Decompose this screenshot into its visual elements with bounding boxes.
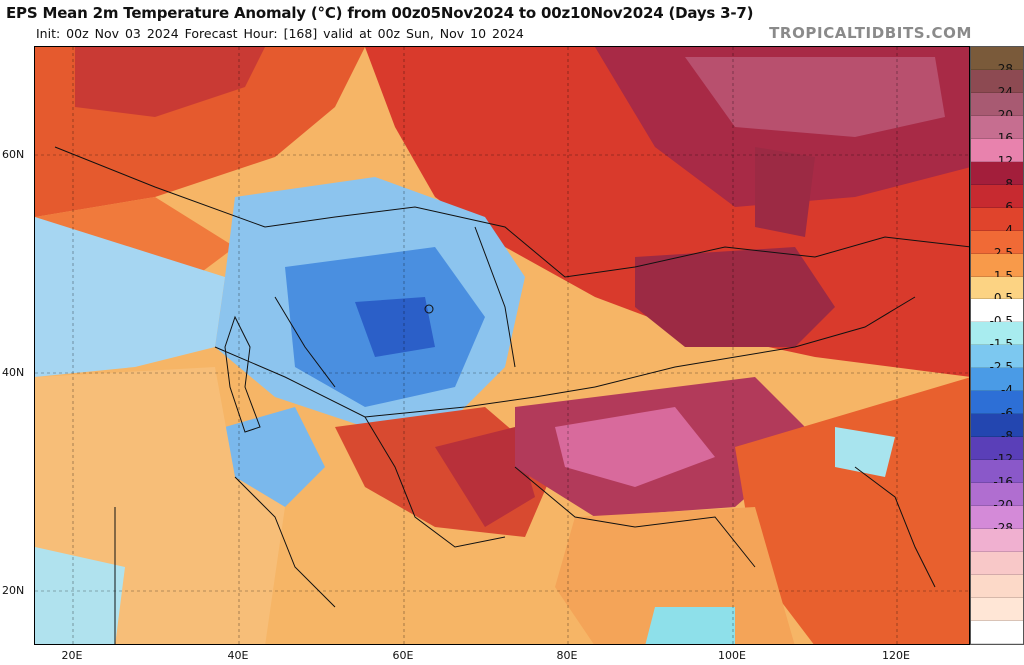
lon-label-20e: 20E (61, 649, 83, 662)
lon-label-100e: 100E (718, 649, 746, 662)
colorbar-swatch (971, 551, 1023, 575)
colorbar-swatch: 24 (971, 69, 1023, 99)
colorbar-label: -6 (1001, 406, 1013, 421)
country-boundaries (54, 146, 969, 644)
caspian-sea-outline (224, 315, 261, 433)
colorbar-swatch: 12 (971, 138, 1023, 168)
lake-marker (424, 304, 434, 314)
temperature-anomaly-map (34, 46, 970, 645)
colorbar-swatch: -28 (971, 506, 1023, 535)
colorbar-swatch: -0.5 (971, 299, 1023, 328)
colorbar-label: 8 (1005, 176, 1013, 191)
anomaly-region-mongolia (635, 247, 835, 347)
color-scale-legend: 28 24 20 16 12 8 6 4 2.5 1.5 0.5 -0.5 -1.5 -2.5 -4 -6 -8… (970, 46, 1024, 645)
lat-label-60n: 60N (2, 148, 25, 161)
anomaly-region-iraq-cold (225, 407, 325, 507)
brand-watermark[interactable]: TROPICALTIDBITS.COM (769, 24, 972, 42)
colorbar-swatch (971, 597, 1023, 621)
lon-label-80e: 80E (556, 649, 578, 662)
colorbar-swatch: 16 (971, 115, 1023, 145)
colorbar-swatch: -12 (971, 437, 1023, 466)
lat-label-20n: 20N (2, 584, 25, 597)
colorbar-swatch: 0.5 (971, 276, 1023, 305)
colorbar-swatch (971, 620, 1023, 644)
colorbar-swatch (971, 529, 1023, 552)
map-title: EPS Mean 2m Temperature Anomaly (°C) fro… (6, 4, 754, 22)
graticule (35, 47, 969, 644)
lon-label-60e: 60E (392, 649, 414, 662)
anomaly-region-baikal (755, 147, 815, 237)
colorbar-swatch: 20 (971, 92, 1023, 122)
anomaly-region-bay-of-bengal-cold (645, 607, 735, 644)
colorbar-swatch: -4 (971, 368, 1023, 397)
colorbar-swatch: 4 (971, 207, 1023, 237)
colorbar-swatch: 28 (971, 47, 1023, 76)
colorbar-swatch: -6 (971, 391, 1023, 420)
colorbar-swatch: 1.5 (971, 253, 1023, 283)
colorbar-swatch: -1.5 (971, 322, 1023, 351)
lon-label-120e: 120E (882, 649, 910, 662)
colorbar-label: -8 (1001, 429, 1013, 444)
colorbar-swatch: 6 (971, 184, 1023, 214)
anomaly-region-aral-cold (355, 297, 435, 357)
anomaly-region-black-sea-cold (35, 217, 225, 377)
anomaly-region-africa-cold (35, 547, 125, 644)
map-graphic (35, 47, 969, 644)
colorbar-swatch: 8 (971, 161, 1023, 191)
colorbar-label: 6 (1005, 199, 1013, 214)
anomaly-region-afghanistan (435, 427, 535, 527)
anomaly-region-tibet-core (555, 407, 715, 487)
colorbar-swatch: -20 (971, 483, 1023, 512)
colorbar-label: 4 (1005, 222, 1013, 237)
anomaly-region-china (735, 377, 969, 644)
colorbar-swatch: 2.5 (971, 230, 1023, 260)
anomaly-region-scandinavia (75, 47, 265, 117)
anomaly-region-yellow-sea-cold (835, 427, 895, 477)
colorbar-label: -4 (1001, 383, 1013, 398)
lat-label-40n: 40N (2, 366, 25, 379)
colorbar-swatch: -16 (971, 460, 1023, 489)
colorbar-swatch (971, 574, 1023, 598)
colorbar-swatch: -2.5 (971, 345, 1023, 374)
lon-label-40e: 40E (227, 649, 249, 662)
map-subtitle: Init: 00z Nov 03 2024 Forecast Hour: [16… (36, 26, 524, 41)
anomaly-region-far-north (685, 57, 945, 137)
colorbar-swatch: -8 (971, 414, 1023, 443)
